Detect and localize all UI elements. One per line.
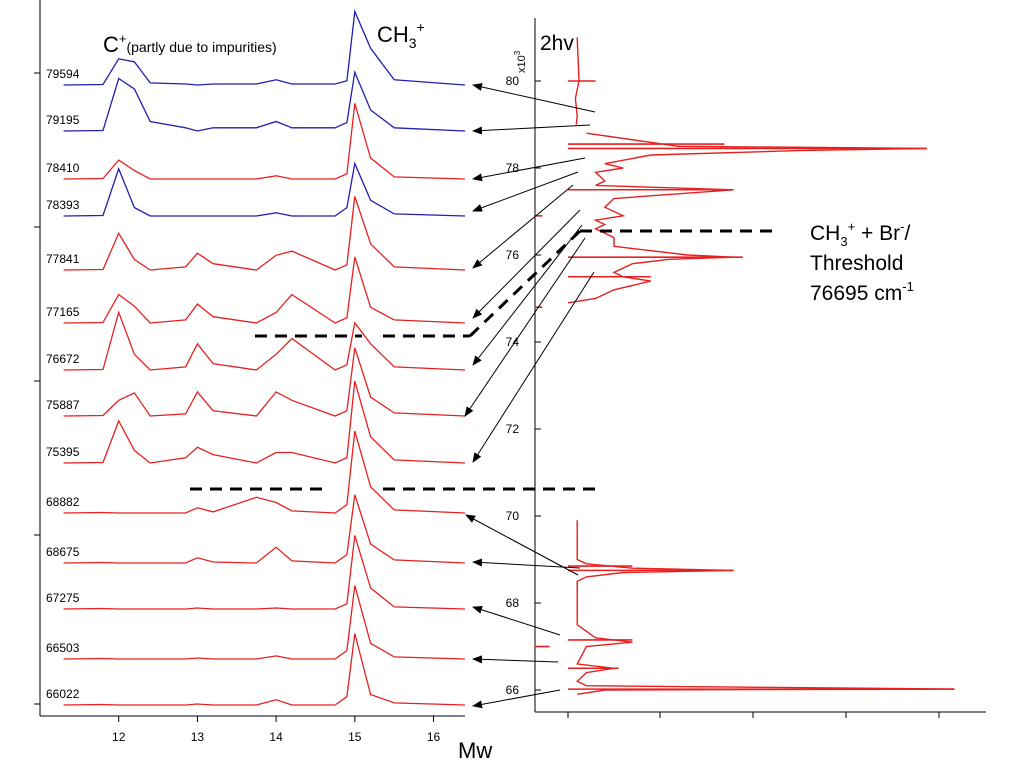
threshold-slash: / bbox=[904, 222, 910, 245]
y-tick-label: 70 bbox=[506, 509, 520, 523]
x-tick-label: 12 bbox=[112, 730, 126, 744]
ch3-plus-label: CH3+ bbox=[377, 19, 425, 51]
y-exponent-base: x10 bbox=[516, 55, 528, 73]
spectrum-trace-68675 bbox=[63, 494, 466, 564]
correlation-arrow-8 bbox=[464, 237, 586, 417]
threshold-br: + Br bbox=[855, 222, 900, 245]
correlation-arrows bbox=[464, 83, 596, 709]
c-plus-note: (partly due to impurities) bbox=[126, 39, 276, 55]
correlation-arrow-3 bbox=[472, 157, 586, 182]
ch3-plus-sub: 3 bbox=[409, 35, 417, 51]
trace-label-77165: 77165 bbox=[46, 305, 80, 319]
trace-label-67275: 67275 bbox=[46, 591, 80, 605]
trace-label-68882: 68882 bbox=[46, 495, 80, 509]
correlation-arrow-11 bbox=[472, 558, 581, 569]
trace-label-66503: 66503 bbox=[46, 641, 80, 655]
right-y-axis-label: 2hv bbox=[540, 32, 574, 55]
correlation-arrow-13 bbox=[472, 655, 559, 664]
trace-label-75395: 75395 bbox=[46, 445, 80, 459]
y-tick-label: 76 bbox=[506, 248, 520, 262]
mass-spectra-panel: 12 13 14 15 16 79594 79195 78410 78393 77841 7716… bbox=[34, 0, 466, 744]
trace-label-76672: 76672 bbox=[46, 352, 80, 366]
correlation-arrow-2 bbox=[472, 124, 591, 135]
spectrum-trace-66022 bbox=[63, 633, 466, 706]
left-y-ticks bbox=[34, 72, 40, 705]
spectrum-trace-75395 bbox=[63, 380, 466, 464]
spectrum-trace-77165 bbox=[63, 256, 466, 324]
threshold-annotation: CH3+ + Br-/ Threshold 76695 cm-1 bbox=[810, 219, 914, 305]
y-exponent-power: 3 bbox=[513, 50, 522, 55]
spectrum-segment-3 bbox=[575, 520, 955, 695]
threshold-dashes bbox=[190, 229, 775, 491]
threshold-ch3-main: CH bbox=[810, 222, 840, 245]
x-tick-label: 13 bbox=[191, 730, 205, 744]
correlation-arrow-6 bbox=[472, 209, 581, 319]
correlation-arrow-7 bbox=[472, 224, 583, 366]
c-plus-sup: + bbox=[119, 31, 127, 46]
spectrum-trace-78410 bbox=[63, 103, 466, 180]
x-axis-label: Mw bbox=[458, 738, 492, 763]
y-tick-label: 66 bbox=[506, 683, 520, 697]
ch3-plus-main: CH bbox=[377, 22, 409, 47]
trace-label-75887: 75887 bbox=[46, 398, 80, 412]
trace-label-68675: 68675 bbox=[46, 545, 80, 559]
spectrum-trace-79594 bbox=[63, 8, 466, 86]
spectrum-segment-1 bbox=[574, 37, 580, 125]
spectrum-trace-78393 bbox=[63, 161, 466, 217]
threshold-ch3-sub: 3 bbox=[840, 234, 847, 249]
correlation-arrow-12 bbox=[472, 605, 561, 636]
right-y-ticks: 66 68 70 72 74 76 78 80 bbox=[506, 74, 541, 697]
y-tick-label: 74 bbox=[506, 335, 520, 349]
correlation-arrow-9 bbox=[472, 271, 595, 463]
right-x-ticks bbox=[567, 712, 940, 718]
y-tick-label: 80 bbox=[506, 74, 520, 88]
spectrum-trace-79195 bbox=[63, 69, 466, 132]
y-tick-label: 78 bbox=[506, 161, 520, 175]
c-plus-main: C bbox=[103, 32, 119, 57]
threshold-ch3-sup: + bbox=[848, 219, 856, 234]
spectrum-segment-2 bbox=[567, 132, 927, 304]
mass-spectra-traces bbox=[63, 8, 466, 706]
trace-label-78410: 78410 bbox=[46, 161, 80, 175]
left-x-ticks: 12 13 14 15 16 bbox=[112, 716, 441, 744]
photon-energy-panel: 66 68 70 72 74 76 78 80 bbox=[506, 18, 986, 718]
correlation-arrow-4 bbox=[472, 171, 579, 212]
spectrum-trace-77841 bbox=[63, 196, 466, 271]
correlation-arrow-14 bbox=[472, 689, 561, 709]
trace-label-77841: 77841 bbox=[46, 252, 80, 266]
threshold-br-sup: - bbox=[900, 219, 904, 234]
trace-label-79195: 79195 bbox=[46, 113, 80, 127]
trace-label-66022: 66022 bbox=[46, 687, 80, 701]
threshold-unit-sup: -1 bbox=[902, 279, 914, 294]
c-plus-label: C+(partly due to impurities) bbox=[103, 31, 277, 57]
trace-labels: 79594 79195 78410 78393 77841 77165 76672 75887… bbox=[46, 67, 80, 701]
threshold-value: 76695 cm bbox=[810, 282, 902, 305]
x-tick-label: 15 bbox=[348, 730, 362, 744]
threshold-line3: 76695 cm-1 bbox=[810, 279, 914, 305]
trace-label-79594: 79594 bbox=[46, 67, 80, 81]
spectrum-trace-75887 bbox=[63, 347, 466, 417]
correlation-arrow-5 bbox=[472, 184, 574, 269]
correlation-arrow-10 bbox=[465, 514, 579, 576]
trace-label-78393: 78393 bbox=[46, 198, 80, 212]
spectrum-trace-66503 bbox=[63, 585, 466, 660]
spectrum-trace-76672 bbox=[63, 310, 466, 371]
y-tick-label: 72 bbox=[506, 422, 520, 436]
ch3-plus-sup: + bbox=[417, 19, 425, 35]
threshold-dash-diagonal bbox=[468, 229, 582, 338]
threshold-line2: Threshold bbox=[810, 252, 903, 275]
y-tick-label: 68 bbox=[506, 596, 520, 610]
threshold-line1: CH3+ + Br-/ bbox=[810, 219, 910, 249]
x-tick-label: 16 bbox=[427, 730, 441, 744]
right-y-exponent: x103 bbox=[513, 50, 528, 73]
x-tick-label: 14 bbox=[269, 730, 283, 744]
spectrum-trace-68882 bbox=[63, 430, 466, 514]
spectrum-trace-67275 bbox=[63, 535, 466, 610]
correlation-arrow-1 bbox=[472, 83, 596, 113]
photon-spectrum bbox=[535, 37, 955, 695]
